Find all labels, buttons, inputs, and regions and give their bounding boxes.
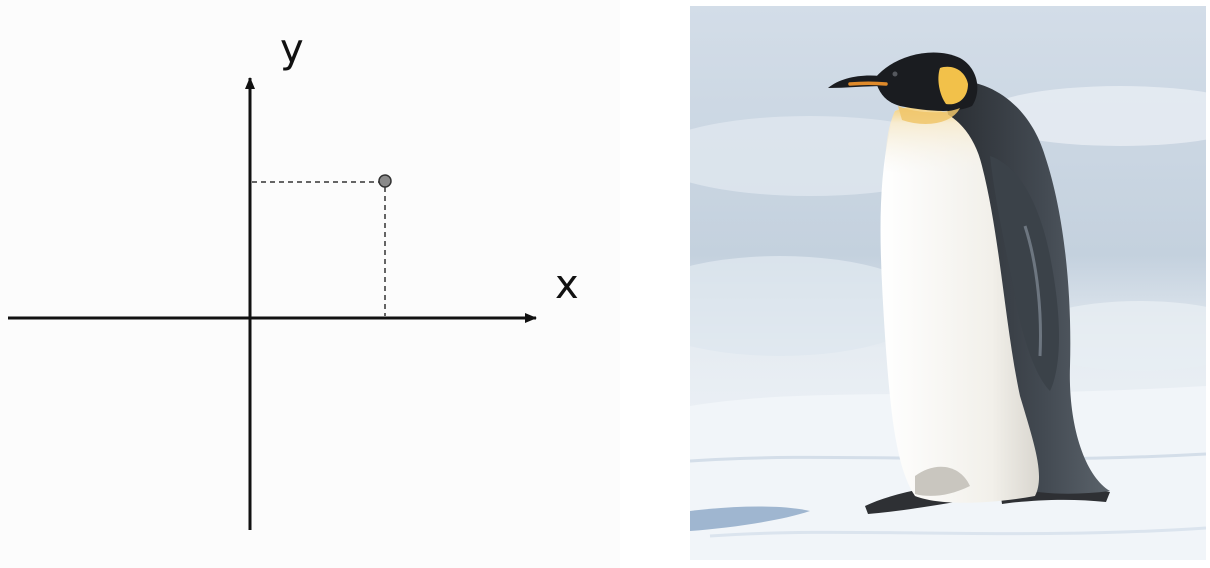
snow-drift (980, 86, 1206, 146)
penguin-eye (892, 71, 898, 77)
plotted-point (378, 174, 392, 188)
penguin-leg-feathers (915, 466, 970, 496)
coordinate-diagram: y x (8, 26, 579, 530)
penguin-neck-patch (898, 106, 960, 124)
x-axis-label: x (555, 262, 579, 308)
snow-texture (709, 526, 1206, 538)
coordinate-plane: y x (8, 26, 579, 530)
snow-drift (690, 256, 930, 356)
penguin-ear-patch (938, 66, 968, 105)
penguin-illustration (690, 6, 1206, 560)
penguin-flipper-highlight (1023, 225, 1042, 357)
penguin-chest-glow (885, 106, 982, 175)
snow-shadow (690, 506, 810, 531)
penguin-belly (880, 106, 1040, 503)
penguin-beak-stripe (848, 81, 888, 86)
y-axis-label: y (280, 26, 304, 72)
penguin-photo (690, 6, 1206, 560)
